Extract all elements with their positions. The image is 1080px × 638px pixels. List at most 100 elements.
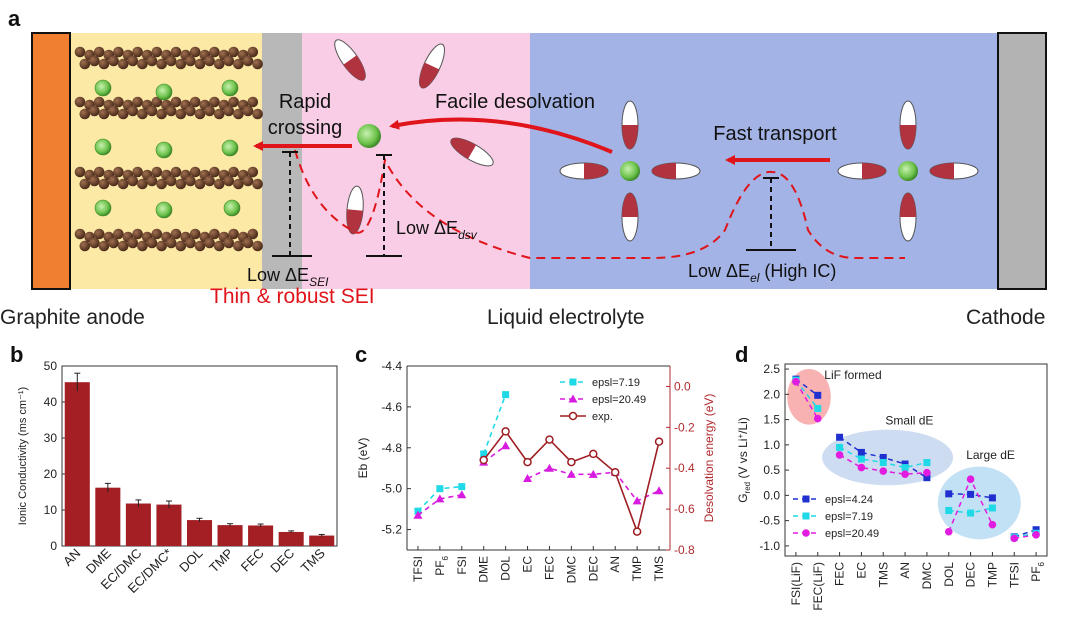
y-label-suffix: (V vs Li <box>736 439 750 482</box>
li-ion <box>155 201 173 219</box>
carbon-atom <box>117 240 129 252</box>
carbon-atom <box>108 55 119 67</box>
data-point <box>458 483 466 491</box>
x-tick-main: DOL <box>499 556 513 581</box>
carbon-atom <box>151 96 163 108</box>
x-tick-label: AN <box>60 546 83 569</box>
data-point <box>813 414 822 423</box>
highlight-region <box>822 429 954 486</box>
x-tick-main: TMP <box>630 556 644 581</box>
carbon-atom <box>117 108 129 120</box>
y-label-end: /Li) <box>736 417 750 434</box>
data-point <box>835 451 844 459</box>
legend-label: epsl=7.19 <box>592 377 640 389</box>
bar <box>64 382 90 546</box>
x-tick-label: PF6 <box>433 555 450 575</box>
carbon-atom <box>108 105 119 117</box>
bar <box>156 504 182 546</box>
carbon-atom <box>137 58 148 70</box>
panel-b-letter: b <box>10 342 24 367</box>
desolvation-region <box>302 33 530 289</box>
carbon-atom <box>185 105 196 117</box>
data-point <box>501 441 511 450</box>
data-point <box>1010 534 1019 543</box>
carbon-atom <box>74 46 86 58</box>
data-point <box>923 459 931 467</box>
y-tick-label: -5.0 <box>381 482 402 496</box>
data-point <box>480 450 488 458</box>
x-tick-label: TMS <box>652 556 666 581</box>
data-point <box>567 457 576 467</box>
y-tick-label: 0.5 <box>763 463 780 477</box>
carbon-atom <box>194 108 206 120</box>
carbon-atom <box>194 240 206 252</box>
data-point <box>588 469 598 478</box>
facile-desolvation-label: Facile desolvation <box>435 91 595 113</box>
carbon-atom <box>185 175 196 187</box>
legend-label: epsl=7.19 <box>825 511 873 523</box>
x-tick-main: DOL <box>942 562 956 587</box>
carbon-atom <box>146 55 158 67</box>
y-tick-label: -1.0 <box>759 539 780 553</box>
x-tick-label: DEC <box>586 556 600 582</box>
carbon-atom <box>228 46 239 58</box>
carbon-atom <box>108 175 119 187</box>
legend-marker <box>802 495 810 503</box>
x-tick-main: TFSI <box>1007 562 1021 588</box>
carbon-atom <box>252 58 263 70</box>
data-point <box>901 470 909 478</box>
sei-layer <box>262 33 302 289</box>
x-tick-label: FEC <box>833 562 847 586</box>
y-right-tick-label: -0.6 <box>674 502 695 516</box>
carbon-atom <box>170 46 182 58</box>
bar <box>95 487 121 546</box>
series-line <box>1014 529 1037 538</box>
x-tick-label: AN <box>608 556 622 573</box>
carbon-atom <box>117 178 129 190</box>
x-tick-main: FEC <box>542 556 556 580</box>
data-point <box>501 427 510 436</box>
x-tick-main: EC <box>521 556 535 573</box>
carbon-atom <box>213 240 225 252</box>
data-point <box>436 485 444 493</box>
data-point <box>523 457 532 467</box>
y-right-axis-label: Desolvation energy (eV) <box>702 394 716 523</box>
thin-sei-label: Thin & robust SEI <box>210 285 375 308</box>
data-point <box>610 468 620 477</box>
y-right-tick-label: 0.0 <box>674 379 691 393</box>
y-axis-label: Gred (V vs Li+/Li) <box>736 417 752 503</box>
data-point <box>945 507 953 515</box>
carbon-atom <box>242 105 254 117</box>
annotation-label: Large dE <box>966 448 1015 462</box>
energy-landscape-curve <box>294 149 905 259</box>
carbon-atom <box>223 105 235 117</box>
legend-marker <box>568 411 578 421</box>
x-tick-main: FSI(LiF) <box>789 562 803 605</box>
carbon-atom <box>98 178 110 190</box>
carbon-atom <box>113 228 124 240</box>
carbon-atom <box>132 96 143 108</box>
low-de-sei-label: Low ΔESEI <box>247 265 329 289</box>
crossing-label: crossing <box>268 117 342 139</box>
y-tick-label: -0.5 <box>759 514 780 528</box>
carbon-atom <box>165 237 177 249</box>
y-tick-label: -5.2 <box>381 523 402 537</box>
panel-d-chart: -1.0 -0.5 0.0 0.5 1.0 1.5 2.0 2.5 FSI(LiF) FEC(Li… <box>736 362 1048 611</box>
carbon-atom <box>132 228 143 240</box>
carbon-atom <box>156 58 167 70</box>
carbon-atom <box>170 96 182 108</box>
data-point <box>836 433 844 441</box>
data-point <box>857 455 865 463</box>
data-point <box>988 504 996 512</box>
carbon-atom <box>93 166 105 178</box>
data-point <box>632 527 642 536</box>
carbon-atom <box>247 46 259 58</box>
graphite-anode-label: Graphite anode <box>0 306 145 329</box>
graphite-background <box>70 33 265 289</box>
graphite-layers <box>74 46 263 252</box>
graphite-layer <box>74 96 263 120</box>
legend-label: epsl=20.49 <box>825 528 879 540</box>
annotation-label: LiF formed <box>824 368 881 382</box>
y-tick-label: 0.0 <box>763 488 780 502</box>
x-tick-main: DEC <box>964 562 978 588</box>
